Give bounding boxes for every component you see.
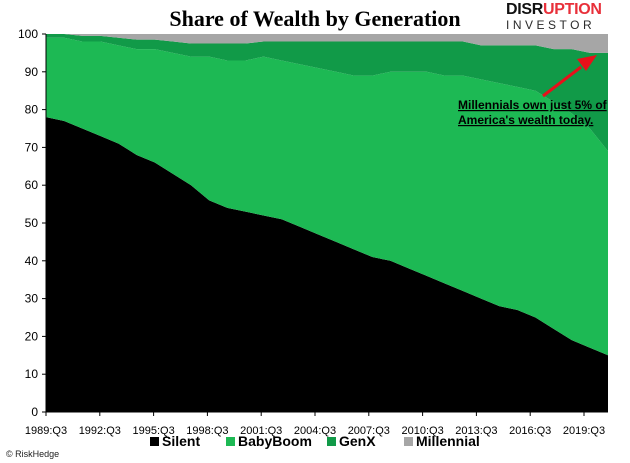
legend-swatch-silent (150, 437, 159, 446)
y-tick-label: 50 (25, 216, 39, 230)
area-series-millennial (46, 34, 608, 53)
source-credit: © RiskHedge (6, 449, 60, 459)
y-tick-label: 80 (25, 103, 39, 117)
y-tick-label: 40 (25, 254, 39, 268)
y-tick-label: 60 (25, 178, 39, 192)
legend-swatch-millennial (404, 437, 413, 446)
brand-logo-line2: INVESTOR (506, 18, 596, 32)
x-tick-label: 2013:Q3 (455, 425, 497, 437)
y-tick-label: 10 (25, 367, 39, 381)
area-series-babyboom (46, 37, 608, 356)
x-tick-label: 1992:Q3 (79, 425, 121, 437)
x-tick-label: 2007:Q3 (348, 425, 390, 437)
annotation-arrow-shaft (542, 65, 582, 98)
legend-label-millennial: Millennial (416, 433, 480, 449)
x-tick-label: 1989:Q3 (25, 425, 67, 437)
y-tick-label: 100 (18, 27, 38, 41)
y-tick-label: 0 (31, 405, 38, 419)
y-tick-label: 70 (25, 140, 39, 154)
area-series-silent (46, 117, 608, 412)
brand-logo-text-a: DISR (506, 1, 544, 18)
brand-logo: DISRUPTION INVESTOR (506, 2, 624, 32)
legend-label-babyboom: BabyBoom (238, 433, 312, 449)
x-tick-label: 2010:Q3 (401, 425, 443, 437)
x-tick-label: 2004:Q3 (294, 425, 336, 437)
annotation-arrow-head (577, 55, 597, 71)
x-tick-label: 2001:Q3 (240, 425, 282, 437)
annotation-text-line2: America's wealth today. (458, 113, 593, 127)
area-series-genx (46, 34, 608, 152)
brand-logo-text-b: UPTION (543, 1, 602, 18)
x-tick-label: 1995:Q3 (132, 425, 174, 437)
annotation-text-line1: Millennials own just 5% of (458, 98, 608, 112)
legend-label-silent: Silent (162, 433, 200, 449)
brand-logo-line1: DISRUPTION (506, 2, 624, 18)
legend-label-genx: GenX (339, 433, 376, 449)
chart-title: Share of Wealth by Generation (169, 6, 461, 31)
y-tick-label: 20 (25, 329, 39, 343)
x-tick-label: 1998:Q3 (186, 425, 228, 437)
legend-swatch-babyboom (226, 437, 235, 446)
legend-swatch-genx (327, 437, 336, 446)
x-tick-label: 2019:Q3 (563, 425, 605, 437)
y-tick-label: 30 (25, 292, 39, 306)
y-tick-label: 90 (25, 65, 39, 79)
x-tick-label: 2016:Q3 (509, 425, 551, 437)
